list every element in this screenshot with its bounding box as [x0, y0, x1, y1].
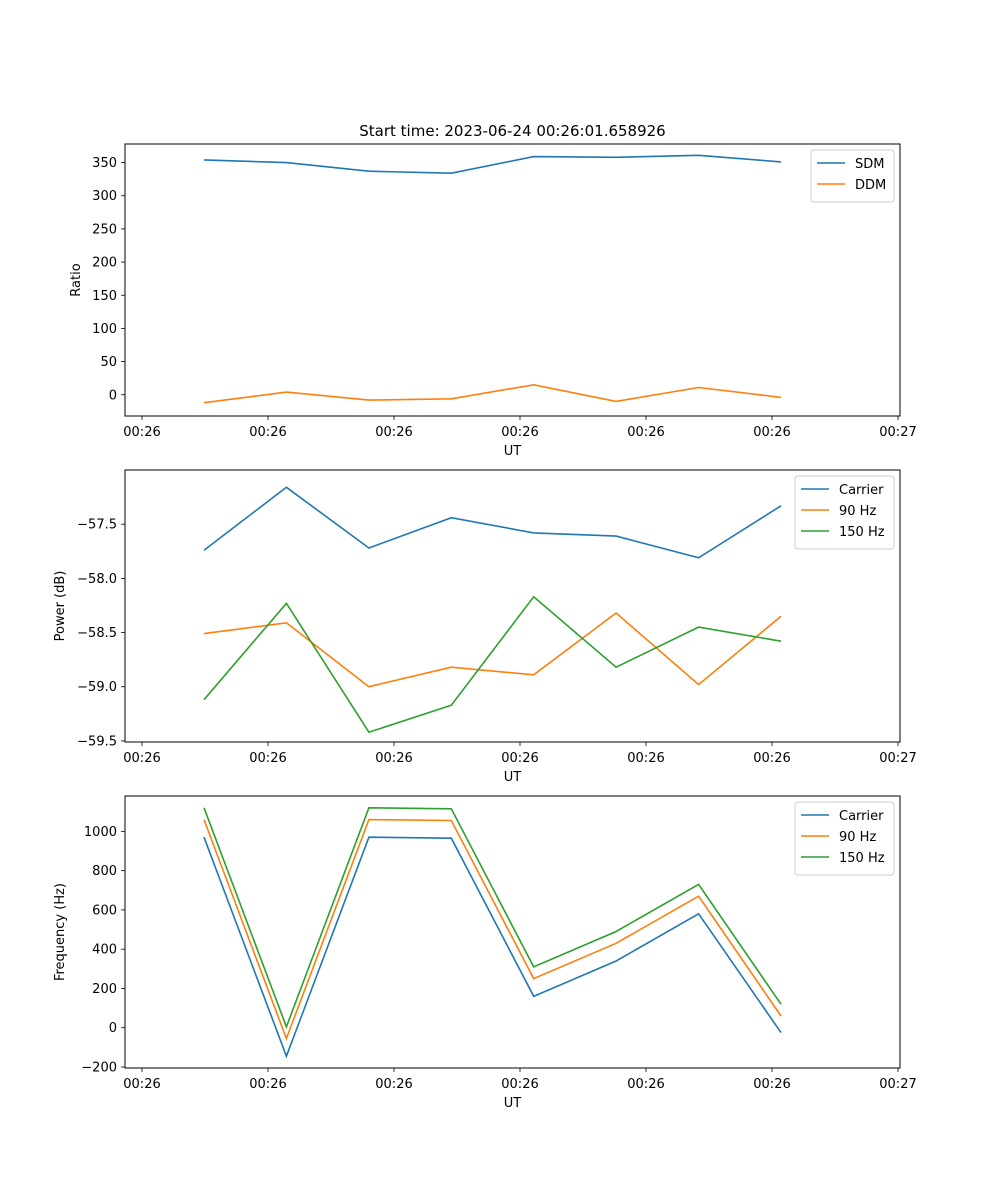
x-tick-label: 00:26	[627, 1077, 664, 1092]
y-tick-label: 250	[92, 222, 117, 237]
y-tick-label: 200	[92, 982, 117, 997]
y-tick-label: −59.0	[77, 680, 117, 695]
legend-label: Carrier	[839, 483, 884, 498]
y-tick-label: 300	[92, 189, 117, 204]
x-tick-label: 00:26	[123, 1077, 160, 1092]
y-tick-label: 0	[109, 388, 117, 403]
x-tick-label: 00:26	[753, 1077, 790, 1092]
axes-frame	[124, 143, 901, 417]
y-tick-label: 350	[92, 156, 117, 171]
x-tick-label: 00:27	[879, 425, 916, 440]
y-tick-label: −58.0	[77, 572, 117, 587]
y-tick-label: −200	[81, 1061, 117, 1076]
series-line-carrier	[203, 836, 782, 1059]
x-tick-label: 00:27	[879, 1077, 916, 1092]
chart-panel-1: Start time: 2023-06-24 00:26:01.65892600…	[69, 122, 917, 459]
y-tick-label: 0	[109, 1021, 117, 1036]
y-axis-label: Frequency (Hz)	[53, 883, 68, 981]
y-tick-label: −59.5	[77, 734, 117, 749]
x-tick-label: 00:26	[375, 1077, 412, 1092]
x-tick-label: 00:26	[627, 425, 664, 440]
y-tick-label: 800	[92, 864, 117, 879]
y-axis-label: Power (dB)	[53, 571, 68, 642]
legend-label: Carrier	[839, 809, 884, 824]
y-tick-label: 150	[92, 289, 117, 304]
x-tick-label: 00:27	[879, 751, 916, 766]
legend-label: 90 Hz	[839, 504, 876, 519]
legend-label: 90 Hz	[839, 830, 876, 845]
x-axis-label: UT	[504, 770, 522, 785]
legend-label: 150 Hz	[839, 851, 885, 866]
series-line-90-hz	[203, 611, 782, 688]
y-axis-label: Ratio	[69, 263, 84, 296]
axes-frame	[124, 795, 901, 1069]
y-tick-label: 50	[100, 355, 117, 370]
series-line-150-hz	[203, 595, 782, 734]
x-tick-label: 00:26	[501, 425, 538, 440]
x-tick-label: 00:26	[627, 751, 664, 766]
x-axis-label: UT	[504, 1096, 522, 1111]
y-tick-label: −58.5	[77, 626, 117, 641]
chart-panel-2: 00:26 00:26 00:26 00:26 00:26 00:26 00:27 UT −59…	[53, 469, 917, 785]
x-tick-label: 00:26	[249, 751, 286, 766]
x-tick-label: 00:26	[501, 1077, 538, 1092]
y-tick-label: 1000	[84, 825, 117, 840]
series-line-90-hz	[203, 818, 782, 1041]
x-axis-label: UT	[504, 444, 522, 459]
x-tick-label: 00:26	[375, 425, 412, 440]
series-line-150-hz	[203, 806, 782, 1030]
x-tick-label: 00:26	[249, 1077, 286, 1092]
y-tick-label: 100	[92, 322, 117, 337]
legend: SDM DDM	[810, 149, 895, 203]
legend: Carrier 90 Hz 150 Hz	[794, 475, 895, 550]
x-tick-label: 00:26	[501, 751, 538, 766]
legend-label: SDM	[855, 157, 884, 172]
legend-label: 150 Hz	[839, 525, 885, 540]
y-tick-label: −57.5	[77, 518, 117, 533]
y-tick-label: 400	[92, 943, 117, 958]
series-line-carrier	[203, 486, 782, 559]
x-tick-label: 00:26	[375, 751, 412, 766]
legend: Carrier 90 Hz 150 Hz	[794, 801, 895, 876]
chart-panel-3: 00:26 00:26 00:26 00:26 00:26 00:26 00:27 UT −20…	[53, 795, 917, 1111]
y-tick-label: 200	[92, 256, 117, 271]
series-line-sdm	[203, 154, 782, 175]
legend-label: DDM	[855, 178, 886, 193]
x-tick-label: 00:26	[753, 425, 790, 440]
x-tick-label: 00:26	[753, 751, 790, 766]
y-tick-label: 600	[92, 903, 117, 918]
chart-title: Start time: 2023-06-24 00:26:01.658926	[359, 122, 665, 140]
x-tick-label: 00:26	[123, 425, 160, 440]
series-line-ddm	[203, 383, 782, 404]
x-tick-label: 00:26	[123, 751, 160, 766]
x-tick-label: 00:26	[249, 425, 286, 440]
axes-frame	[124, 469, 901, 743]
